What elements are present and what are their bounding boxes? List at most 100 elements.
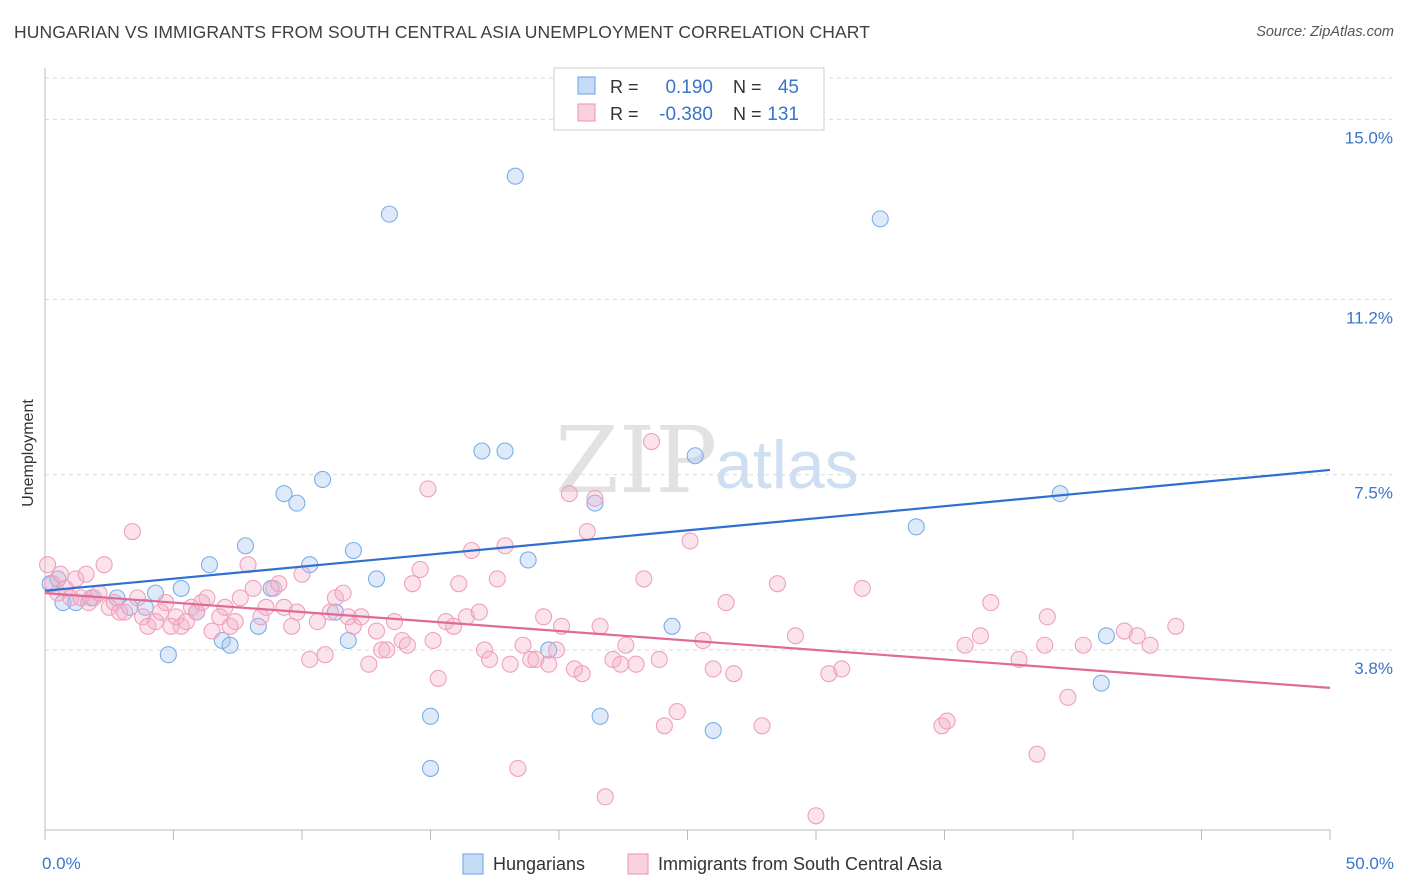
hungarian-point-25 — [367, 570, 386, 588]
immigrant-point-126 — [1074, 636, 1092, 654]
immigrant-point-112 — [807, 807, 825, 825]
hungarian-point-21 — [314, 470, 332, 488]
legend-label-hungarians: Hungarians — [493, 854, 585, 874]
immigrant-point-98 — [627, 655, 645, 673]
immigrant-point-116 — [933, 717, 951, 735]
immigrant-point-17 — [123, 522, 141, 541]
hungarian-point-31 — [506, 167, 524, 185]
stats-r-label-1: R = — [610, 77, 639, 97]
immigrant-point-101 — [650, 650, 668, 669]
immigrant-point-63 — [398, 636, 416, 654]
stats-r-value-2: -0.380 — [659, 104, 713, 125]
immigrant-point-93 — [591, 617, 609, 635]
immigrant-point-82 — [522, 650, 540, 669]
hungarian-point-19 — [288, 494, 306, 512]
immigrant-point-113 — [820, 665, 838, 683]
hungarian-point-34 — [586, 494, 604, 512]
immigrant-point-119 — [971, 627, 990, 645]
immigrant-point-77 — [488, 570, 506, 588]
immigrant-point-62 — [393, 631, 411, 650]
immigrant-point-13 — [100, 598, 118, 616]
immigrant-point-86 — [547, 641, 565, 659]
immigrant-point-64 — [403, 575, 422, 593]
immigrant-point-50 — [316, 646, 334, 664]
x-tick-labels: 0.0% 50.0% — [42, 854, 1394, 873]
legend-swatch-immigrants — [627, 853, 649, 875]
immigrant-point-80 — [509, 759, 527, 777]
trend-lines — [44, 468, 1331, 689]
immigrant-point-94 — [596, 788, 614, 806]
hungarian-point-22 — [326, 603, 344, 621]
immigrant-point-121 — [1010, 650, 1028, 669]
immigrant-point-114 — [833, 660, 851, 678]
immigrant-point-81 — [514, 636, 532, 654]
immigrant-point-57 — [360, 655, 378, 673]
immigrant-point-117 — [938, 712, 956, 730]
immigrant-point-37 — [231, 589, 249, 607]
immigrant-point-68 — [429, 669, 447, 687]
watermark: ZIP atlas — [555, 407, 859, 514]
immigrant-point-19 — [134, 608, 152, 626]
immigrant-point-71 — [450, 575, 468, 593]
hungarian-point-37 — [663, 617, 681, 635]
immigrant-point-120 — [982, 594, 1000, 612]
immigrant-point-106 — [704, 660, 722, 678]
immigrant-point-104 — [681, 532, 699, 550]
hungarian-point-24 — [344, 541, 362, 560]
immigrant-point-122 — [1028, 745, 1046, 763]
stats-n-label-1: N = — [733, 77, 762, 97]
immigrant-point-127 — [1115, 622, 1133, 640]
hungarian-point-28 — [421, 759, 440, 777]
stats-swatch-pink — [577, 103, 596, 122]
immigrant-point-107 — [717, 594, 735, 612]
legend-label-immigrants: Immigrants from South Central Asia — [658, 854, 943, 874]
immigrant-point-125 — [1059, 688, 1077, 706]
hungarian-point-30 — [496, 442, 514, 460]
immigrant-point-53 — [334, 584, 352, 602]
hungarians-trend-line — [44, 468, 1331, 592]
chart-title: HUNGARIAN VS IMMIGRANTS FROM SOUTH CENTR… — [14, 22, 871, 42]
source-note: Source: ZipAtlas.com — [1256, 24, 1394, 40]
immigrant-point-0 — [39, 556, 57, 574]
immigrant-point-35 — [221, 617, 239, 635]
immigrant-point-45 — [283, 617, 301, 635]
hungarian-point-41 — [907, 518, 925, 536]
immigrant-point-99 — [635, 570, 653, 588]
immigrant-point-92 — [586, 489, 604, 507]
stats-n-value-1: 45 — [778, 77, 799, 98]
immigrant-point-100 — [642, 432, 661, 451]
immigrant-point-30 — [193, 594, 211, 612]
hungarian-point-29 — [473, 442, 491, 460]
immigrant-point-43 — [270, 575, 288, 593]
legend-swatch-hungarians — [462, 853, 484, 875]
immigrant-point-21 — [146, 612, 165, 631]
y-tick-labels: 3.8% 7.5% 11.2% 15.0% — [1345, 128, 1393, 678]
immigrant-point-26 — [172, 617, 190, 635]
immigrant-point-59 — [373, 641, 391, 659]
immigrant-point-60 — [378, 641, 396, 659]
stats-n-label-2: N = — [733, 104, 762, 124]
immigrant-point-88 — [560, 485, 578, 503]
immigrant-point-67 — [424, 631, 442, 650]
stats-r-label-2: R = — [610, 104, 639, 124]
y-tick-label-1: 7.5% — [1354, 484, 1393, 503]
watermark-zip: ZIP — [555, 407, 717, 514]
hungarian-point-27 — [421, 707, 440, 725]
hungarian-point-12 — [200, 556, 219, 574]
immigrant-point-108 — [725, 665, 743, 683]
immigrant-point-129 — [1141, 636, 1159, 654]
immigrant-point-47 — [293, 565, 311, 583]
immigrant-point-61 — [385, 612, 404, 631]
y-tick-label-0: 3.8% — [1354, 659, 1393, 678]
hungarian-point-40 — [871, 210, 889, 228]
immigrant-point-109 — [753, 717, 771, 735]
immigrant-point-8 — [77, 565, 95, 583]
stats-r-value-1: 0.190 — [665, 77, 713, 98]
hungarian-point-15 — [236, 537, 255, 555]
hungarian-point-32 — [519, 551, 537, 569]
immigrant-point-66 — [419, 480, 437, 498]
stats-legend: R = 0.190 N = 45 R = -0.380 N = 131 — [553, 67, 825, 131]
immigrant-point-85 — [540, 655, 558, 673]
stats-swatch-blue — [577, 76, 596, 95]
